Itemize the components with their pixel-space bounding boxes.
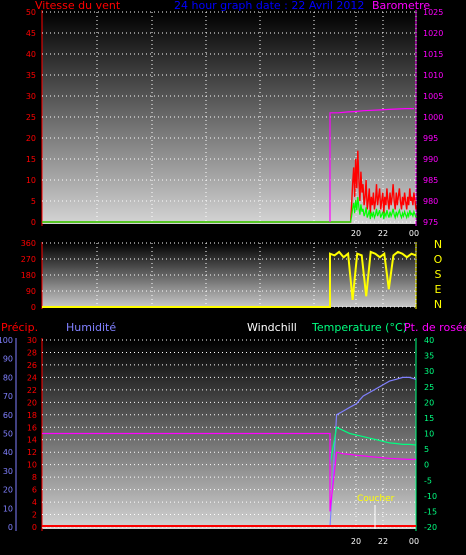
humidity-label: Humidité (66, 321, 116, 334)
wind-tick-label: 25 (26, 113, 36, 122)
humidity-tick-label: 30 (3, 467, 13, 476)
temperature-tick-label: 15 (424, 414, 434, 423)
precip-tick-label: 6 (32, 486, 37, 495)
humidity-tick-label: 60 (3, 411, 13, 420)
time-tick-label: 22 (378, 229, 388, 238)
wind-tick-label: 35 (26, 71, 36, 80)
barometer-axis-label: Barometre (372, 0, 430, 12)
humidity-tick-label: 70 (3, 392, 13, 401)
temperature-line (329, 426, 417, 465)
humidity-tick-label: 0 (8, 523, 13, 532)
compass-label: S (435, 268, 442, 281)
temperature-tick-label: 30 (424, 367, 434, 376)
direction-tick-label: 270 (21, 255, 36, 264)
panel1-plot-area (42, 12, 416, 224)
time-tick-label: 00 (409, 537, 419, 546)
dewpoint-label: Pt. de rosée (404, 321, 466, 334)
humidity-tick-label: 10 (3, 504, 13, 513)
direction-tick-label: 360 (21, 239, 36, 248)
temperature-tick-label: 40 (424, 336, 434, 345)
humidity-tick-label: 100 (0, 336, 13, 345)
time-tick-label: 20 (351, 537, 361, 546)
wind-tick-label: 5 (31, 197, 36, 206)
precip-tick-label: 28 (27, 348, 37, 357)
wind-tick-label: 0 (31, 218, 36, 227)
wind-direction-line (42, 250, 417, 308)
wind-tick-label: 20 (26, 134, 36, 143)
humidity-tick-label: 20 (3, 486, 13, 495)
sunset-label: Coucher (357, 494, 395, 504)
precip-label: Précip. (1, 321, 38, 334)
dewpoint-line (42, 432, 416, 512)
windchill-label: Windchill (247, 321, 297, 334)
wind-tick-label: 50 (26, 8, 36, 17)
wind-tick-label: 30 (26, 92, 36, 101)
precip-tick-label: 10 (27, 461, 37, 470)
precip-tick-label: 0 (32, 523, 37, 532)
baro-tick-label: 1005 (423, 92, 443, 101)
temperature-tick-label: -15 (424, 507, 437, 516)
wind-tick-label: 15 (26, 155, 36, 164)
wind-tick-label: 40 (26, 50, 36, 59)
time-tick-label: 20 (351, 229, 361, 238)
wind-gust-line (42, 196, 417, 223)
baro-tick-label: 1025 (423, 8, 443, 17)
baro-tick-label: 1010 (423, 71, 443, 80)
precip-tick-label: 16 (27, 423, 37, 432)
precip-tick-label: 24 (27, 373, 37, 382)
direction-tick-label: 90 (26, 287, 36, 296)
precip-tick-label: 14 (27, 436, 37, 445)
temperature-tick-label: 10 (424, 430, 434, 439)
compass-label: E (435, 283, 442, 296)
temperature-tick-label: 0 (424, 461, 429, 470)
temperature-tick-label: -5 (424, 476, 432, 485)
baro-tick-label: 1000 (423, 113, 443, 122)
baro-tick-label: 975 (423, 218, 438, 227)
baro-tick-label: 985 (423, 176, 438, 185)
temperature-tick-label: 35 (424, 352, 434, 361)
baro-tick-label: 980 (423, 197, 438, 206)
compass-label: O (434, 253, 443, 266)
wind-tick-label: 45 (26, 29, 36, 38)
baro-tick-label: 1020 (423, 29, 443, 38)
direction-tick-label: 180 (21, 271, 36, 280)
temperature-label: Temperature (°C) (311, 321, 407, 334)
humidity-tick-label: 90 (3, 355, 13, 364)
temperature-tick-label: -10 (424, 492, 437, 501)
direction-tick-label: 0 (31, 303, 36, 312)
precip-tick-label: 18 (27, 411, 37, 420)
chart-title: 24 hour graph date : 22 Avril 2012 (174, 0, 364, 12)
precip-tick-label: 30 (27, 336, 37, 345)
humidity-tick-label: 50 (3, 430, 13, 439)
wind-axis-label: Vitesse du vent (35, 0, 121, 12)
temperature-tick-label: -20 (424, 523, 437, 532)
precip-tick-label: 12 (27, 448, 37, 457)
baro-tick-label: 990 (423, 155, 438, 164)
time-tick-label: 22 (378, 537, 388, 546)
precip-tick-label: 20 (27, 398, 37, 407)
compass-label: N (434, 298, 442, 311)
temperature-tick-label: 5 (424, 445, 429, 454)
temperature-tick-label: 25 (424, 383, 434, 392)
precip-tick-label: 2 (32, 511, 37, 520)
time-tick-label: 00 (409, 229, 419, 238)
temperature-tick-label: 20 (424, 398, 434, 407)
humidity-tick-label: 80 (3, 373, 13, 382)
humidity-line (329, 376, 417, 528)
precip-tick-label: 22 (27, 386, 37, 395)
compass-label: N (434, 238, 442, 251)
wind-tick-label: 10 (26, 176, 36, 185)
precip-tick-label: 8 (32, 473, 37, 482)
baro-tick-label: 1015 (423, 50, 443, 59)
barometer-line (329, 108, 414, 222)
precip-tick-label: 26 (27, 361, 37, 370)
baro-tick-label: 995 (423, 134, 438, 143)
humidity-tick-label: 40 (3, 448, 13, 457)
precip-tick-label: 4 (32, 498, 37, 507)
